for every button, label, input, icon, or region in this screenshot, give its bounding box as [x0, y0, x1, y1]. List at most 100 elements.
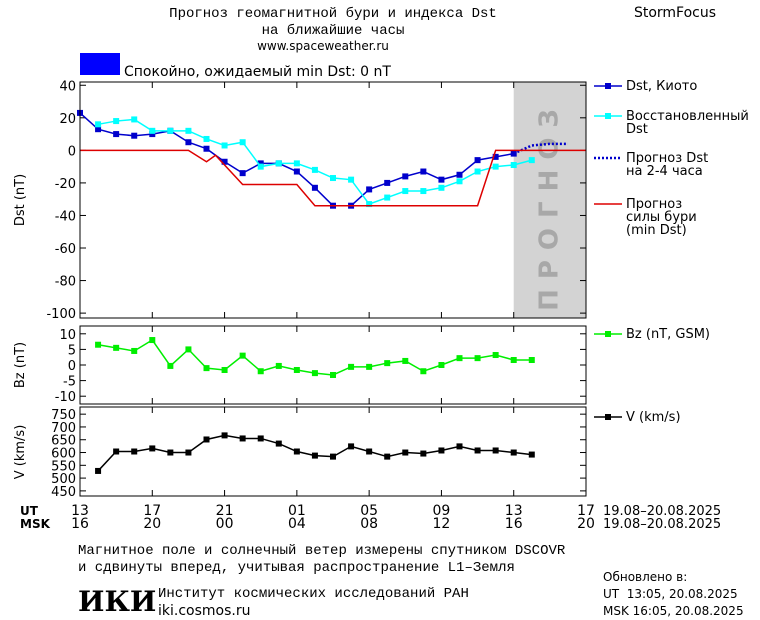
- y-tick-label: 600: [51, 447, 76, 462]
- y-tick-label: 450: [51, 485, 76, 500]
- institute-url: iki.cosmos.ru: [158, 603, 250, 619]
- data-point: [366, 363, 373, 370]
- brand: StormFocus: [634, 5, 716, 21]
- data-point: [438, 447, 445, 454]
- data-point: [402, 357, 409, 364]
- y-tick-label: -10: [55, 390, 76, 405]
- data-point: [131, 347, 138, 354]
- y-axis-label: Bz (nT): [13, 342, 28, 388]
- data-point: [167, 362, 174, 369]
- date-range: 19.08–20.08.2025: [603, 517, 721, 532]
- x-tick-label: 13: [71, 503, 89, 519]
- y-tick-label: 700: [51, 421, 76, 436]
- data-point: [366, 201, 373, 208]
- data-point: [311, 166, 318, 173]
- data-point: [366, 448, 373, 455]
- y-tick-label: 5: [68, 343, 76, 358]
- y-tick-label: 650: [51, 434, 76, 449]
- legend-marker: [605, 83, 611, 89]
- x-tick-label: 20: [143, 516, 161, 532]
- x-tick-label: 08: [360, 516, 378, 532]
- y-tick-label: 10: [59, 328, 76, 343]
- y-tick-label: -40: [55, 209, 76, 224]
- x-tick-label: 12: [433, 516, 451, 532]
- data-point: [203, 145, 210, 152]
- data-point: [456, 171, 463, 178]
- x-tick-label: 20: [577, 516, 595, 532]
- plot-frame: [79, 325, 587, 405]
- data-point: [239, 352, 246, 359]
- data-point: [474, 355, 481, 362]
- data-point: [384, 360, 391, 367]
- data-point: [149, 445, 156, 452]
- footer-note: и сдвинуты вперед, учитывая распростране…: [78, 560, 515, 576]
- data-point: [348, 443, 355, 450]
- date-range: 19.08–20.08.2025: [603, 504, 721, 519]
- data-point: [348, 363, 355, 370]
- data-point: [257, 160, 264, 167]
- data-point: [149, 337, 156, 344]
- data-point: [438, 362, 445, 368]
- data-point: [492, 352, 499, 359]
- data-point: [384, 453, 391, 460]
- data-point: [293, 168, 300, 175]
- data-point: [95, 467, 102, 474]
- x-tick-label: 09: [433, 503, 451, 519]
- data-point: [221, 366, 228, 373]
- title-line: на ближайшие часы: [262, 22, 405, 39]
- series-line: [97, 339, 532, 376]
- data-point: [203, 436, 210, 443]
- data-point: [275, 440, 282, 447]
- data-point: [149, 131, 156, 138]
- data-point: [149, 127, 156, 134]
- data-point: [293, 366, 300, 373]
- data-point: [330, 175, 336, 182]
- series-line: [513, 142, 568, 155]
- data-point: [528, 357, 535, 364]
- ut-label: UT: [20, 504, 39, 518]
- x-tick-label: 01: [288, 503, 306, 519]
- x-tick-label: 16: [505, 516, 523, 532]
- data-point: [348, 176, 355, 183]
- y-tick-label: 500: [51, 472, 76, 487]
- forecast-label: ПРОГНОЗ: [534, 99, 564, 311]
- data-point: [510, 449, 517, 456]
- data-point: [420, 450, 427, 457]
- data-point: [239, 139, 246, 146]
- footer-note: Магнитное поле и солнечный ветер измерен…: [78, 542, 566, 559]
- msk-label: MSK: [20, 517, 51, 531]
- data-point: [239, 435, 246, 442]
- legend-label: Прогноз силы бури (min Dst): [626, 197, 697, 238]
- data-point: [131, 132, 138, 139]
- updated-label: Обновлено в:: [603, 570, 687, 584]
- data-point: [420, 368, 427, 375]
- data-point: [510, 357, 517, 364]
- y-tick-label: 20: [59, 112, 76, 127]
- data-point: [113, 118, 120, 125]
- data-point: [492, 153, 499, 160]
- data-point: [330, 453, 336, 460]
- status-indicator: [80, 53, 120, 75]
- data-point: [311, 452, 318, 459]
- data-point: [95, 121, 102, 128]
- data-point: [203, 365, 210, 372]
- legend-label: Восстановленный Dst: [626, 109, 749, 137]
- data-point: [330, 371, 336, 378]
- data-point: [366, 186, 373, 193]
- y-tick-label: 0: [68, 359, 76, 374]
- data-point: [474, 168, 481, 175]
- x-tick-label: 00: [216, 516, 234, 532]
- data-point: [185, 139, 192, 146]
- y-tick-label: 550: [51, 459, 76, 474]
- data-point: [185, 346, 192, 353]
- data-point: [510, 162, 517, 169]
- data-point: [492, 447, 499, 454]
- y-tick-label: 40: [59, 79, 76, 94]
- data-point: [384, 194, 391, 201]
- data-point: [293, 448, 300, 455]
- legend-marker: [605, 331, 611, 337]
- data-point: [113, 448, 120, 455]
- data-point: [456, 178, 463, 185]
- data-point: [402, 449, 409, 456]
